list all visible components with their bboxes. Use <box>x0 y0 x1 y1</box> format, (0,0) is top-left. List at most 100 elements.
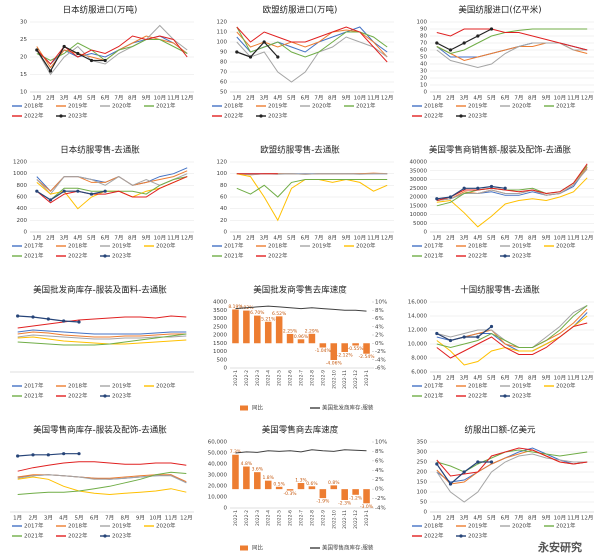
legend-label: 2018年 <box>68 242 88 250</box>
series-line <box>436 185 506 200</box>
series-marker <box>476 335 480 339</box>
y-tick-label: 1000 <box>13 171 27 177</box>
legend-label: 2021年 <box>224 252 244 260</box>
bar-value-label: -4.06% <box>326 360 343 366</box>
series-marker <box>103 189 107 193</box>
y-tick-label: 0 <box>424 90 428 96</box>
y-tick-label: 500 <box>217 357 228 363</box>
x-tick-label: 12月 <box>381 235 394 242</box>
bar <box>275 316 283 344</box>
series-line <box>436 308 588 348</box>
legend-label: 2021年 <box>356 102 376 110</box>
x-tick-label: 2月 <box>246 95 255 102</box>
bar-value-label: 3.6% <box>252 467 264 473</box>
legend-label: 2023年 <box>512 252 532 260</box>
y-tick-label: 0 <box>424 510 428 516</box>
series-marker <box>35 189 39 193</box>
series-line <box>436 453 588 503</box>
series-marker <box>448 195 453 199</box>
y-tick-label: 1000 <box>213 349 227 355</box>
legend-marker <box>103 534 107 538</box>
bar-value-label: 4.8% <box>241 461 253 467</box>
x-tick-label: 11月 <box>567 515 580 522</box>
x-tick-label: 2月 <box>446 515 455 522</box>
series-marker <box>48 69 53 73</box>
x-tick-label: 12月 <box>181 235 194 242</box>
x-tick-label: 12月 <box>381 95 394 102</box>
legend-label: 2022年 <box>424 532 444 540</box>
bar-value-label: -0.3% <box>284 491 298 497</box>
x-tick-label: 2月 <box>246 235 255 242</box>
y-tick-label: 200 <box>417 470 428 476</box>
y-tick-label: 90 <box>420 27 427 33</box>
series-line <box>36 45 106 73</box>
bar <box>297 483 305 490</box>
bar <box>319 343 327 348</box>
x-tick-label: 2022-5 <box>277 370 283 386</box>
y-tick-label: 70 <box>420 41 427 47</box>
series-line <box>236 26 388 58</box>
series-marker <box>46 453 50 457</box>
x-tick-label: 2022-8 <box>309 370 315 386</box>
x-tick-label: 6月 <box>90 515 99 522</box>
x-tick-label: 2022-10 <box>331 370 337 389</box>
y-tick-label: 20 <box>420 76 427 82</box>
y-tick-label: 20 <box>20 55 27 61</box>
series-marker <box>435 331 439 336</box>
bar-value-label: 8.19% <box>228 304 243 310</box>
bar-value-label: 6.70% <box>250 310 265 316</box>
x-tick-label: 4月 <box>73 235 82 242</box>
series-marker <box>435 41 439 45</box>
y-tick-label: 30 <box>420 69 427 75</box>
y-tick-label: 3500 <box>213 308 227 314</box>
x-tick-label: 8月 <box>528 95 537 102</box>
bar <box>352 489 359 495</box>
series-line <box>436 322 588 359</box>
series-line <box>236 41 279 58</box>
x-tick-label: 2022-7 <box>299 370 305 386</box>
legend-label: 2023年 <box>112 252 132 260</box>
series-marker <box>103 58 107 63</box>
series-line <box>36 39 188 62</box>
y-tick-label: 50 <box>420 500 427 506</box>
chart-title: 十国纺服零售-去通胀 <box>460 285 540 296</box>
x-tick-label: 3月 <box>60 235 69 242</box>
y-tick-label: 40 <box>420 62 427 68</box>
y-tick-label: 100 <box>417 20 428 26</box>
legend-label: 2018年 <box>424 102 444 110</box>
x-tick-label: 6月 <box>501 235 510 242</box>
bar-value-label: 6.52% <box>272 311 287 317</box>
x-tick-label: 4月 <box>273 95 282 102</box>
x-tick-label: 5月 <box>487 95 496 102</box>
bar <box>319 489 327 499</box>
y-tick-label: 1200 <box>13 160 27 166</box>
x-tick-label: 11月 <box>567 375 580 382</box>
y2-tick-label: 6% <box>375 316 384 322</box>
legend-marker <box>503 394 507 398</box>
x-tick-label: 6月 <box>501 515 510 522</box>
series-marker <box>276 55 280 59</box>
y2-tick-label: -6% <box>375 366 386 372</box>
legend-label: 2019年 <box>112 382 132 390</box>
series-marker <box>462 186 466 190</box>
x-tick-label: 3月 <box>460 375 469 382</box>
legend-label: 2021年 <box>424 252 444 260</box>
y-tick-label: 2500 <box>213 324 227 330</box>
bar-value-label: 5.21% <box>261 316 276 322</box>
series-line <box>36 176 188 201</box>
bar-value-label: 1.8% <box>263 475 275 481</box>
x-tick-label: 9月 <box>542 375 551 382</box>
legend-marker <box>103 254 107 258</box>
x-tick-label: 2月 <box>446 95 455 102</box>
x-tick-label: 11月 <box>567 235 580 242</box>
x-tick-label: 10月 <box>354 235 367 242</box>
x-tick-label: 1月 <box>32 235 41 242</box>
y-tick-label: 50 <box>220 90 227 96</box>
bar-value-label: -3.0% <box>360 504 374 510</box>
x-tick-label: 7月 <box>314 95 323 102</box>
x-tick-label: 7月 <box>514 515 523 522</box>
x-tick-label: 9月 <box>342 235 351 242</box>
bar-value-label: -2.12% <box>337 352 354 358</box>
x-tick-label: 5月 <box>487 375 496 382</box>
series-marker <box>48 198 53 202</box>
